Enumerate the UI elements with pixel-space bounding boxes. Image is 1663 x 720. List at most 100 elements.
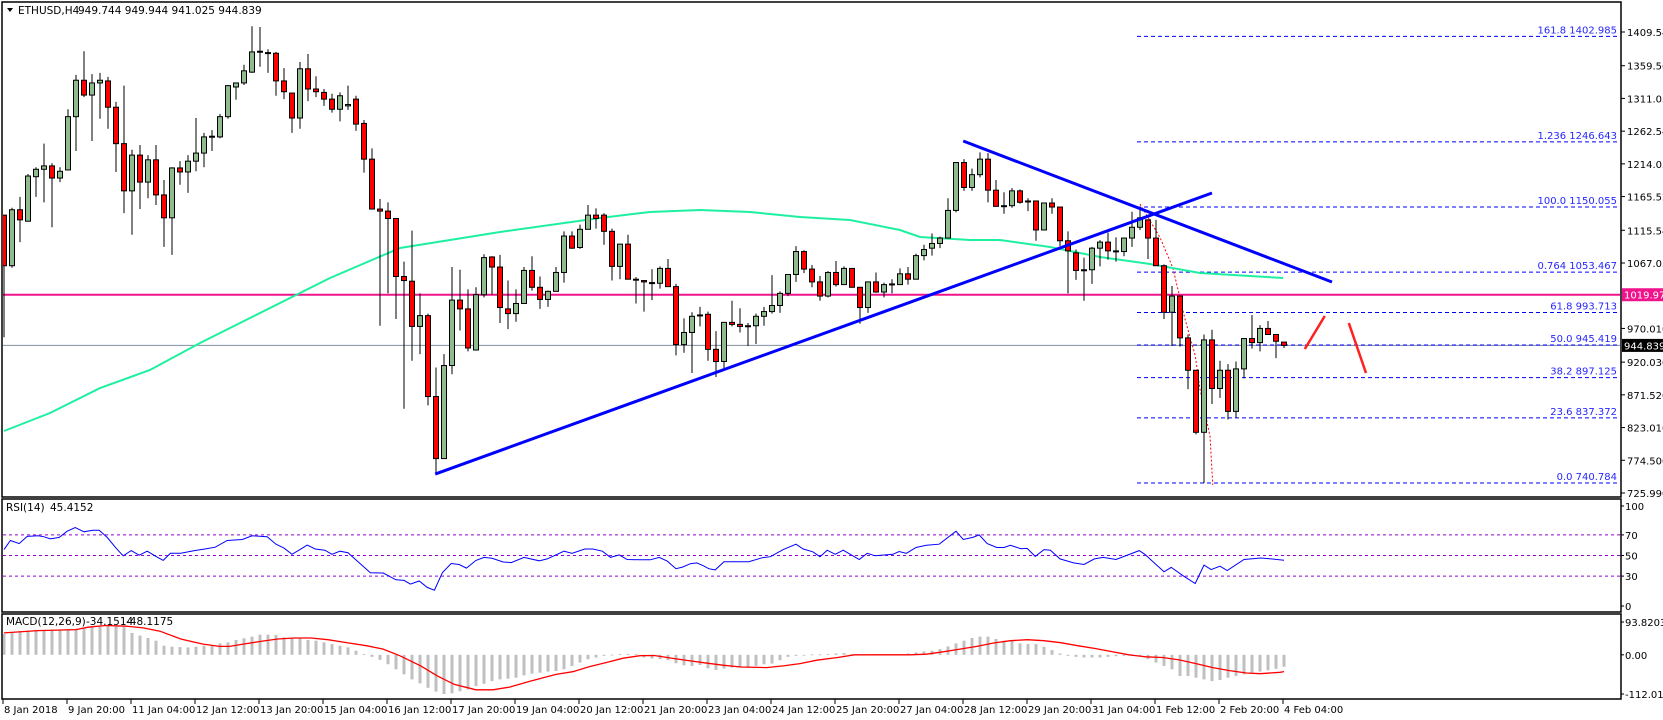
candle: [185, 155, 191, 193]
macd-histogram-bar: [194, 646, 198, 655]
candle-body-bearish: [353, 98, 359, 125]
macd-histogram-bar: [970, 637, 974, 655]
candle-body-bearish: [81, 79, 87, 96]
resistance-price-tag-text: 1019.979: [1624, 291, 1663, 302]
candle-body-bullish: [1089, 247, 1095, 271]
forecast-arrow[interactable]: [1303, 315, 1326, 350]
macd-histogram-bar: [986, 636, 990, 655]
macd-main-value: -34.1514: [86, 616, 134, 628]
macd-histogram-bar: [346, 647, 350, 655]
macd-histogram-bar: [154, 640, 158, 655]
candle-body-bullish: [209, 135, 215, 138]
fib-swing-line[interactable]: [1139, 203, 1214, 486]
triangle-down-icon[interactable]: [7, 8, 13, 12]
candle: [737, 308, 743, 333]
candle: [1001, 192, 1007, 214]
candle: [25, 173, 31, 222]
candle-body-bearish: [137, 154, 143, 183]
candle-body-bearish: [729, 321, 735, 325]
candle-body-bullish: [825, 271, 831, 297]
candle: [1201, 334, 1207, 484]
candle-body-bearish: [393, 218, 399, 278]
macd-histogram-bar: [786, 654, 790, 657]
candle-body-bearish: [1153, 237, 1159, 267]
candle-body-bullish: [521, 269, 527, 304]
candle-body-bullish: [265, 52, 271, 55]
macd-histogram-bar: [826, 654, 830, 655]
rising-support-trendline[interactable]: [434, 191, 1213, 476]
candle: [345, 85, 351, 110]
candle-body-bearish: [505, 308, 511, 315]
fib-level-label: 23.6 837.372: [1550, 407, 1617, 418]
rsi-panel[interactable]: [1, 498, 1622, 613]
candle-body-bullish: [785, 273, 791, 294]
price-panel[interactable]: [1, 1, 1622, 498]
candle: [969, 168, 975, 191]
candle: [921, 244, 927, 261]
candle-body-bullish: [129, 154, 135, 192]
candle-body-bullish: [793, 251, 799, 275]
candle-body-bullish: [473, 294, 479, 351]
price-axis-label: 1262.540: [1627, 127, 1663, 138]
falling-resistance-trendline[interactable]: [962, 139, 1333, 284]
macd-histogram-bar: [1090, 654, 1094, 658]
candle-body-bearish: [497, 266, 503, 309]
forecast-arrow[interactable]: [1347, 322, 1368, 374]
ohlc-values: 949.744 949.944 941.025 944.839: [78, 5, 262, 17]
candle: [1145, 219, 1151, 259]
macd-histogram-bar: [1050, 650, 1054, 655]
candle: [145, 155, 151, 199]
macd-histogram-bar: [530, 654, 534, 674]
candle: [1017, 189, 1023, 204]
candle-body-bullish: [753, 315, 759, 327]
candle: [841, 266, 847, 286]
macd-histogram-bar: [266, 634, 270, 655]
candle: [209, 130, 215, 152]
candle: [1177, 295, 1183, 347]
rsi-line: [3, 526, 1285, 591]
time-axis-label: 13 Jan 20:00: [260, 705, 323, 716]
candle-body-bullish: [73, 79, 79, 118]
candle: [65, 109, 71, 171]
candle-body-bullish: [577, 228, 583, 249]
candle-body-bullish: [889, 283, 895, 286]
price-axis-label: 1067.030: [1627, 259, 1663, 270]
candle: [553, 267, 559, 292]
macd-histogram-bar: [290, 637, 294, 655]
candle: [1209, 329, 1215, 404]
macd-histogram-bar: [602, 654, 606, 656]
macd-histogram-bar: [1250, 654, 1254, 673]
candle: [497, 254, 503, 324]
candle-body-bullish: [761, 311, 767, 317]
candle: [849, 267, 855, 288]
candle-body-bearish: [1177, 295, 1183, 339]
candle: [569, 231, 575, 249]
macd-histogram-bar: [722, 654, 726, 669]
candle: [537, 276, 543, 309]
candle-body-bullish: [33, 168, 39, 178]
candle: [873, 272, 879, 293]
macd-histogram-bar: [778, 654, 782, 661]
macd-histogram-bar: [834, 653, 838, 655]
macd-histogram-bar: [170, 646, 174, 655]
macd-histogram-bar: [146, 637, 150, 655]
candle-body-bearish: [17, 209, 23, 221]
candle: [457, 269, 463, 331]
time-axis-label: 25 Jan 20:00: [836, 705, 899, 716]
current-price-tag-text: 944.839: [1624, 341, 1663, 352]
time-axis-label: 8 Jan 2018: [4, 705, 58, 716]
macd-panel[interactable]: [1, 613, 1622, 700]
macd-histogram-bar: [618, 654, 622, 655]
candle-body-bearish: [153, 159, 159, 196]
candle: [1089, 246, 1095, 284]
candle-body-bearish: [457, 299, 463, 310]
macd-histogram-bar: [394, 654, 398, 670]
macd-histogram-bar: [498, 654, 502, 680]
macd-histogram-bar: [1218, 654, 1222, 681]
candle: [793, 246, 799, 282]
macd-histogram-bar: [1058, 653, 1062, 655]
candle-body-bearish: [601, 214, 607, 232]
candle: [657, 266, 663, 289]
candle-body-bullish: [185, 160, 191, 173]
